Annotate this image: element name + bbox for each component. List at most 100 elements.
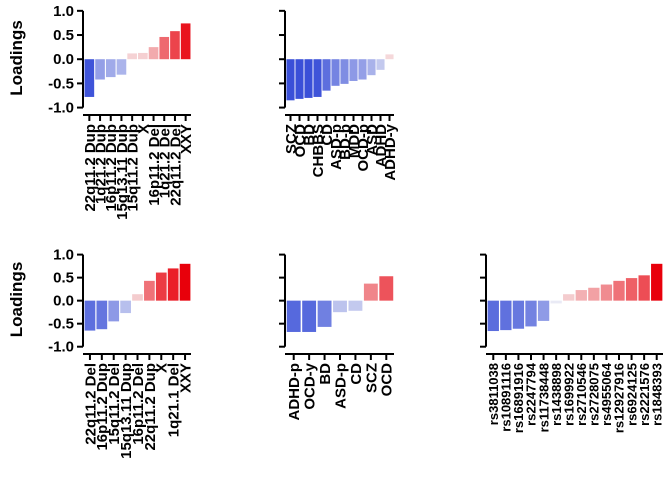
bar-ocd: [295, 59, 304, 99]
bar-xxy: [180, 23, 191, 60]
x-tick-label: ADHD-y: [382, 123, 399, 180]
x-tick-label: 15q11.2 Del: [106, 363, 123, 445]
x-tick-label: 16p11.2 Del: [146, 124, 163, 206]
bar-rs1438898: [550, 300, 562, 304]
bar-rs3811038: [487, 300, 499, 332]
x-tick-label: ADHD-p: [286, 363, 303, 421]
x-tick-label: 22q11.2 Del: [82, 363, 99, 445]
x-tick-label: CD: [319, 124, 336, 146]
bar-mdd: [349, 59, 358, 81]
bar-22q11-2-dup: [84, 59, 95, 97]
x-tick-label: rs1438898: [549, 363, 564, 426]
x-tick-label: rs1699922: [561, 363, 576, 426]
x-tick-label: SCZ: [363, 363, 380, 393]
y-tick-label: -0.5: [48, 75, 74, 92]
bar-rs1848393: [651, 263, 663, 301]
bar-adhd-p: [286, 300, 301, 332]
bar-cd: [322, 59, 331, 91]
bar-ocd-y: [302, 300, 317, 332]
x-tick-label: CD: [348, 363, 365, 385]
x-tick-label: X: [154, 363, 171, 373]
y-tick-label: -1.0: [48, 100, 74, 117]
x-tick-label: 16p11.2 Dup: [103, 124, 120, 212]
bar-rs4955064: [600, 284, 613, 301]
bar-cd: [348, 300, 363, 311]
x-tick-label: 22q11.2 Dup: [82, 124, 99, 212]
x-tick-label: BD: [317, 363, 334, 385]
x-tick-label: ASD-p: [328, 124, 345, 170]
bar-asd-p: [333, 300, 347, 313]
x-tick-label: 15q13.11 Dup: [114, 124, 131, 220]
x-tick-label: rs2710546: [574, 363, 589, 426]
x-tick-label: 22q11.2 Del: [167, 124, 184, 206]
x-tick-label: ADHD: [373, 124, 390, 167]
bar-15q11-2-dup: [127, 53, 137, 60]
x-tick-label: rs6924125: [624, 363, 639, 426]
x-tick-label: rs12927916: [612, 363, 627, 433]
x-tick-label: BD-p: [337, 124, 354, 160]
y-tick-label: 0.0: [53, 51, 74, 68]
bar-16p11-2-del: [148, 47, 159, 60]
bar-asd-p: [331, 59, 340, 86]
y-axis-title: Loadings: [7, 20, 26, 96]
x-tick-label: 16p11.2 Del: [130, 363, 147, 445]
x-tick-label: 1q21.1 Del: [166, 363, 183, 437]
bar-rs2247794: [525, 300, 537, 327]
x-tick-label: MDD: [346, 124, 363, 158]
bar-bd: [317, 300, 332, 327]
bar-1q21-2-del: [159, 36, 170, 60]
bar-22q11-2-del: [84, 300, 96, 331]
bar-adhd-y: [385, 54, 394, 60]
bar-x: [138, 52, 148, 60]
bar-22q11-2-dup: [144, 280, 155, 301]
bar-15q13-11-dup: [120, 300, 131, 314]
bar-bd: [304, 59, 313, 98]
y-tick-label: 0.5: [53, 270, 74, 287]
x-tick-label: ASD: [364, 124, 381, 156]
y-axis-title: Loadings: [7, 262, 26, 338]
x-tick-label: rs16891916: [511, 363, 526, 433]
bar-rs6924125: [625, 278, 638, 301]
bar-rs12927916: [613, 280, 625, 301]
bar-scz: [363, 283, 378, 301]
bar-xxy: [179, 263, 191, 301]
x-tick-label: OCD: [379, 363, 396, 397]
x-tick-label: XXY: [178, 124, 195, 154]
x-tick-label: OCD: [292, 124, 309, 158]
x-tick-label: rs2728075: [587, 363, 602, 426]
bar-1q21-1-del: [167, 268, 179, 301]
bar-rs16891916: [512, 300, 525, 329]
bar-chbbs: [313, 59, 322, 97]
x-tick-label: X: [135, 124, 152, 134]
chart-panel-2: SCZOCDBDCHBBSCDASD-pBD-pMDDOCD-pASDADHDA…: [279, 9, 399, 181]
bar-rs10891116: [500, 300, 512, 331]
x-tick-label: rs10891116: [499, 363, 514, 432]
bar-16p11-2-dup: [105, 59, 116, 78]
bar-15q11-2-del: [108, 300, 120, 322]
bar-16p11-2-dup: [96, 300, 108, 330]
bar-ocd-p: [358, 59, 367, 80]
x-tick-label: OCD-y: [302, 362, 319, 409]
y-tick-label: 1.0: [53, 247, 74, 264]
bar-rs2728075: [588, 287, 600, 301]
x-tick-label: 1q21.2 Del: [157, 124, 174, 198]
x-tick-label: 15q11.2 Dup: [125, 124, 142, 212]
bar-scz: [286, 59, 295, 101]
x-tick-label: 22q11.2 Dup: [142, 363, 159, 451]
x-tick-label: rs2247794: [524, 362, 539, 426]
bar-1q21-2-dup: [95, 59, 105, 80]
y-tick-label: -1.0: [48, 339, 74, 356]
x-tick-label: rs1848393: [649, 363, 664, 426]
x-tick-label: CHBBS: [310, 124, 327, 177]
bar-bd-p: [340, 59, 349, 84]
bar-asd: [367, 59, 376, 76]
bar-rs1699922: [563, 294, 575, 301]
bar-x: [155, 272, 167, 301]
bar-rs11738448: [537, 300, 550, 321]
x-tick-label: 16p11.2 Dup: [94, 363, 111, 451]
